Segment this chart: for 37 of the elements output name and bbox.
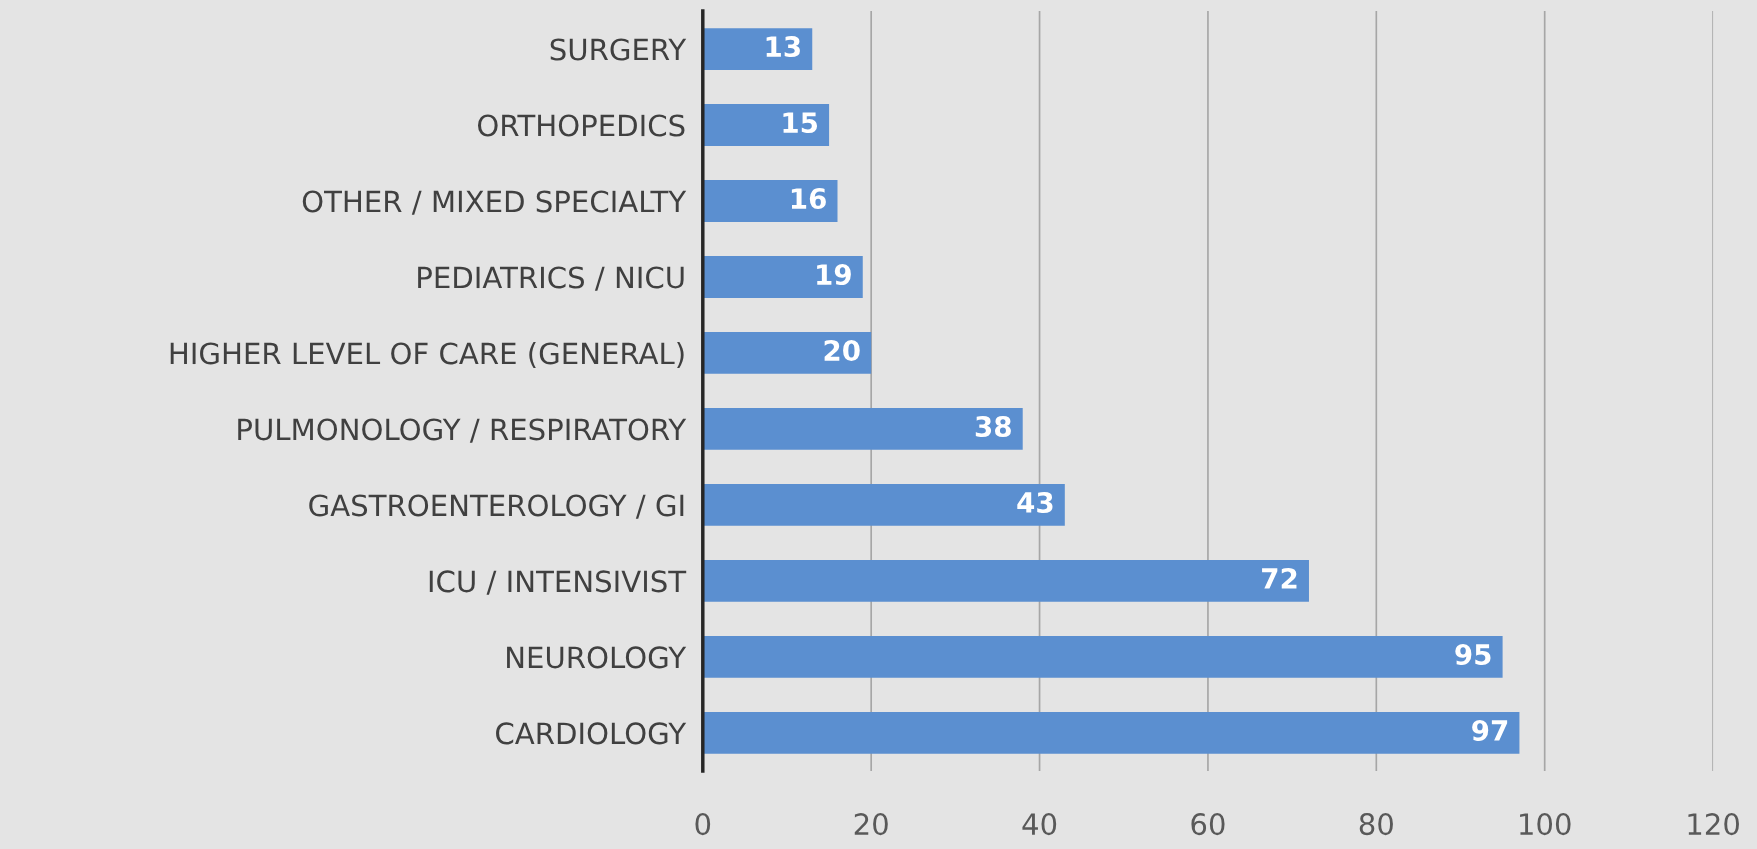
data-label: 20 xyxy=(824,340,860,362)
bar xyxy=(702,484,1065,526)
bar xyxy=(702,408,1023,450)
bar xyxy=(702,636,1503,678)
data-label: 19 xyxy=(817,264,851,286)
bar xyxy=(702,180,838,222)
x-tick-label: 120 xyxy=(1688,813,1739,836)
y-tick-label: OTHER / MIXED SPECIALTY xyxy=(302,190,687,215)
x-tick-label: 80 xyxy=(1359,813,1393,836)
data-label: 15 xyxy=(783,112,818,134)
y-tick-label: NEUROLOGY xyxy=(507,646,687,669)
bar xyxy=(702,256,863,298)
x-tick-label: 20 xyxy=(854,813,888,836)
x-tick-label: 60 xyxy=(1191,813,1225,836)
bar xyxy=(702,712,1520,754)
data-label: 72 xyxy=(1262,567,1297,589)
bar xyxy=(702,28,813,70)
bar xyxy=(702,332,872,374)
y-tick-label: ICU / INTENSIVIST xyxy=(429,570,687,595)
data-label: 95 xyxy=(1455,643,1491,665)
data-label: 97 xyxy=(1472,719,1508,741)
y-tick-label: SURGERY xyxy=(550,38,687,61)
y-tick-label: HIGHER LEVEL OF CARE (GENERAL) xyxy=(170,341,684,368)
y-tick-label: ORTHOPEDICS xyxy=(477,114,685,137)
bar xyxy=(702,560,1309,602)
y-tick-label: GASTROENTEROLOGY / GI xyxy=(309,494,684,519)
data-label: 43 xyxy=(1017,491,1053,513)
data-label: 13 xyxy=(766,36,800,58)
x-tick-label: 100 xyxy=(1520,813,1571,836)
x-tick-label: 40 xyxy=(1022,813,1057,836)
data-label: 38 xyxy=(975,416,1011,438)
x-tick-label: 0 xyxy=(695,813,711,836)
y-tick-label: PULMONOLOGY / RESPIRATORY xyxy=(238,418,687,443)
data-label: 16 xyxy=(791,188,826,210)
bar xyxy=(702,104,830,146)
y-tick-label: PEDIATRICS / NICU xyxy=(418,266,684,291)
y-tick-label: CARDIOLOGY xyxy=(496,722,687,745)
